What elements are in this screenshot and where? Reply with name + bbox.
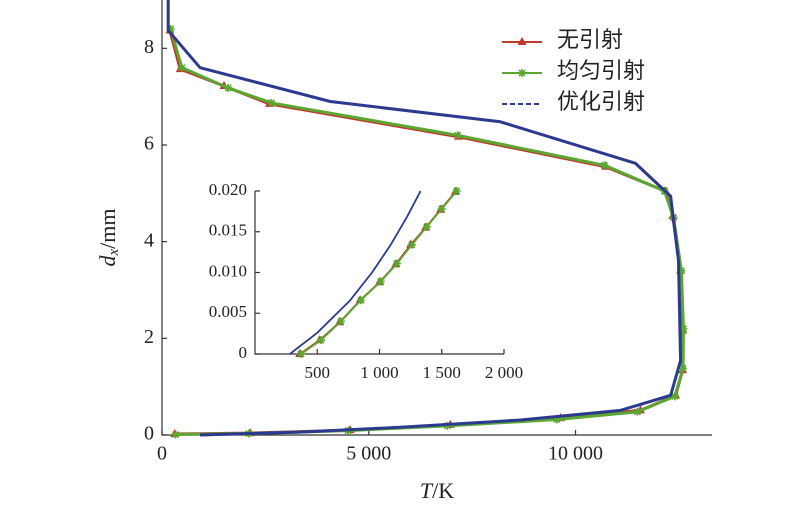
y-tick-label: 0.020: [209, 180, 247, 199]
marker: [677, 266, 686, 275]
x-tick-label: 5 000: [346, 443, 391, 465]
marker: [297, 350, 306, 358]
y-tick-label: 0: [239, 343, 248, 362]
series-line: [289, 190, 422, 355]
x-tick-label: 10 000: [548, 443, 603, 465]
marker: [392, 259, 401, 268]
y-axis-label-part: d: [95, 255, 120, 267]
x-tick-label: 1 500: [423, 363, 461, 382]
y-tick-label: 0.015: [209, 221, 247, 240]
inset-background: [255, 191, 504, 354]
marker: [166, 25, 175, 33]
y-tick-label: 0.010: [209, 261, 247, 280]
marker: [422, 222, 431, 231]
marker: [679, 324, 688, 333]
y-tick-label: 8: [144, 36, 154, 58]
marker: [453, 131, 462, 140]
marker: [356, 296, 365, 305]
marker: [177, 63, 186, 72]
series-line: [300, 190, 458, 355]
marker: [437, 204, 446, 213]
legend-marker: [518, 69, 526, 77]
x-axis-label-part: /K: [432, 478, 454, 503]
y-tick-label: 0.005: [209, 302, 247, 321]
legend-label: 无引射: [557, 27, 623, 52]
series-line: [166, 0, 683, 437]
y-tick-label: 0: [144, 423, 154, 445]
x-axis-label-part: T: [420, 478, 434, 503]
x-tick-label: 500: [305, 363, 331, 382]
marker: [633, 407, 642, 416]
marker: [670, 392, 679, 401]
x-tick-label: 1 000: [360, 363, 398, 382]
y-tick-label: 2: [144, 326, 154, 348]
marker: [224, 83, 233, 92]
y-axis-label-part: /mm: [95, 208, 120, 248]
y-tick-label: 6: [144, 133, 154, 155]
legend-label: 优化引射: [557, 89, 645, 114]
marker: [552, 415, 561, 424]
legend-marker: [517, 36, 527, 45]
marker: [267, 98, 276, 107]
marker: [376, 277, 385, 286]
marker: [452, 187, 461, 195]
x-tick-label: 0: [157, 443, 167, 465]
marker: [407, 240, 416, 249]
marker: [600, 161, 609, 170]
marker: [316, 336, 325, 345]
y-axis-label: dx/mm: [95, 208, 122, 266]
marker: [336, 317, 345, 326]
x-axis-label: T/K: [420, 478, 454, 503]
marker: [679, 364, 688, 373]
y-tick-label: 4: [144, 229, 154, 251]
marker: [171, 430, 180, 439]
legend-label: 均匀引射: [557, 58, 645, 83]
x-tick-label: 2 000: [485, 363, 523, 382]
y-axis-label-part: x: [106, 249, 122, 257]
